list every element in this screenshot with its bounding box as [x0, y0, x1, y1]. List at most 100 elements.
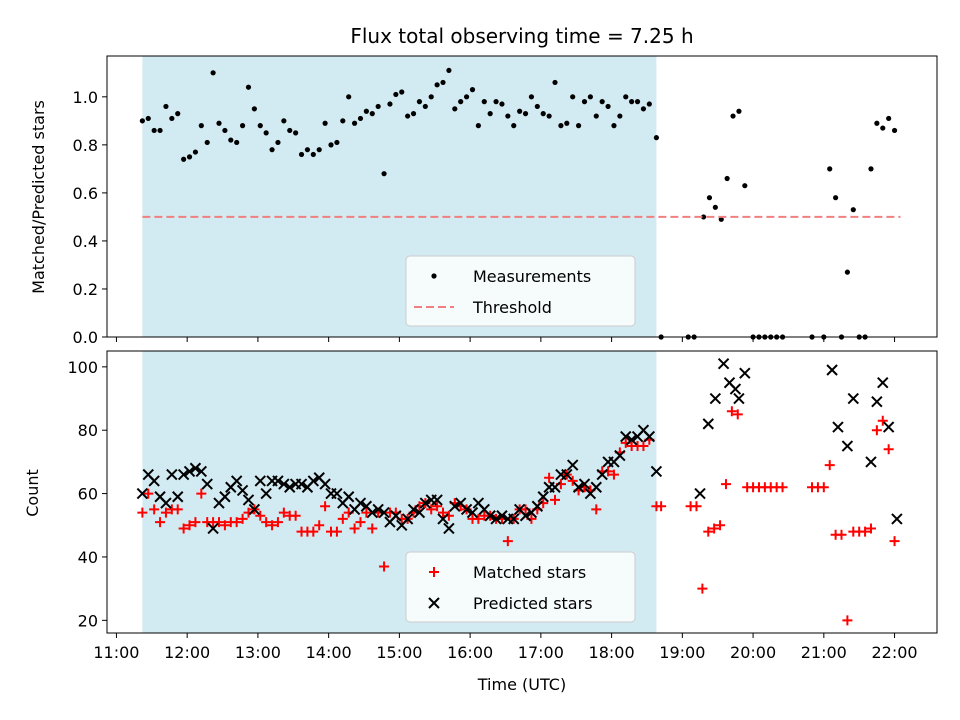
x-tick-label: 13:00 [235, 643, 281, 662]
x-tick-label: 21:00 [801, 643, 847, 662]
data-point [712, 204, 718, 210]
data-point [354, 497, 367, 509]
data-point [148, 475, 160, 487]
data-point [590, 481, 602, 493]
data-point [826, 364, 838, 376]
data-point [287, 127, 293, 134]
data-point [254, 475, 266, 487]
data-point [169, 115, 175, 122]
data-point [732, 409, 743, 420]
data-point [272, 517, 283, 528]
data-point [278, 507, 289, 518]
data-point [469, 87, 476, 93]
data-point [261, 517, 272, 528]
data-point [578, 478, 591, 490]
data-point [234, 139, 240, 146]
data-point [316, 147, 322, 153]
data-point [178, 523, 189, 534]
data-point [446, 67, 452, 74]
data-point [546, 113, 552, 119]
data-point [871, 425, 882, 436]
data-point [155, 517, 166, 528]
data-point [428, 94, 434, 100]
data-point [196, 488, 207, 499]
data-point [724, 175, 730, 182]
data-point [137, 507, 148, 518]
data-point [886, 115, 892, 122]
data-point [310, 151, 316, 158]
data-point [709, 523, 720, 534]
data-point [564, 120, 570, 126]
data-point [824, 460, 835, 471]
data-point [434, 82, 440, 88]
data-point [172, 491, 184, 503]
data-point [697, 583, 708, 594]
data-point [278, 478, 290, 490]
x-tick-label: 11:00 [93, 643, 139, 662]
data-point [466, 506, 479, 519]
bottom-panel: 20 40 60 80 100 11:00 12:00 13:00 14:00 15:00 16:0… [67, 350, 938, 662]
data-point [210, 70, 216, 76]
data-point [650, 465, 663, 478]
data-point [860, 526, 871, 537]
data-point [570, 94, 576, 100]
data-point [566, 459, 579, 471]
data-point [496, 510, 508, 522]
data-point [355, 517, 366, 528]
data-point [181, 156, 187, 162]
data-point [460, 503, 473, 516]
data-point [331, 487, 343, 500]
legend: Measurements Threshold [405, 255, 636, 327]
data-point [431, 494, 443, 506]
y-tick-label: 1.0 [73, 88, 98, 107]
data-point [340, 118, 346, 124]
data-point [883, 444, 894, 455]
y-tick-label: 60 [78, 485, 98, 504]
data-point [640, 106, 647, 112]
legend-box [405, 255, 636, 327]
data-point [440, 79, 446, 86]
data-point [552, 79, 558, 86]
data-point [237, 513, 248, 524]
top-y-axis-label: Matched/Predicted stars [29, 100, 48, 294]
data-point [248, 503, 261, 516]
data-point [239, 123, 246, 129]
data-point [293, 130, 299, 136]
legend-marker [428, 597, 440, 609]
data-point [413, 506, 426, 519]
data-point [841, 440, 854, 452]
data-point [231, 517, 242, 528]
data-point [638, 441, 649, 452]
data-point [204, 139, 210, 146]
data-point [295, 478, 308, 490]
data-point [481, 99, 487, 105]
data-point [230, 475, 243, 487]
data-point [777, 482, 788, 493]
data-point [475, 123, 481, 129]
data-point [139, 118, 145, 124]
data-point [190, 517, 201, 528]
bottom-y-axis-label: Count [23, 469, 42, 517]
data-point [304, 147, 311, 153]
data-point [342, 491, 355, 503]
data-point [149, 504, 160, 515]
data-point [691, 501, 702, 512]
y-tick-label: 0.8 [73, 136, 98, 155]
data-point [718, 216, 724, 222]
data-point [198, 123, 204, 129]
data-point [629, 99, 635, 105]
data-point [272, 475, 284, 487]
legend-label: Predicted stars [473, 594, 593, 613]
data-point [473, 513, 484, 524]
data-point [891, 513, 903, 525]
legend-box [405, 551, 636, 623]
data-point [868, 166, 874, 172]
legend-label: Measurements [473, 267, 591, 286]
data-point [363, 108, 369, 114]
data-point [484, 510, 496, 522]
data-point [269, 147, 275, 153]
data-point [549, 481, 561, 493]
data-point [387, 101, 393, 107]
data-point [366, 506, 378, 519]
